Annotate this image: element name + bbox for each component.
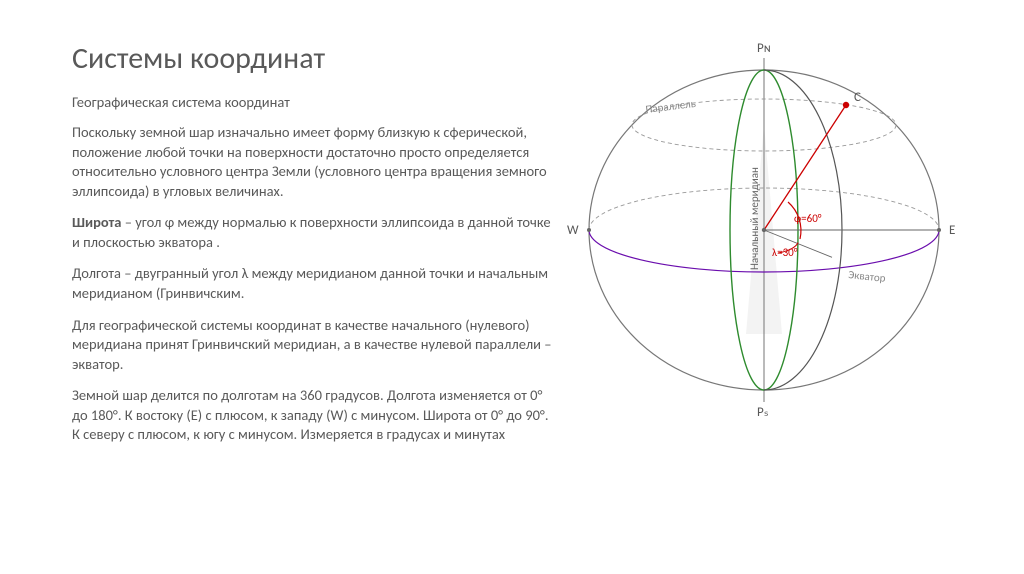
sphere-diagram: Pɴ Pₛ W E C Параллель Экватор Начальный меридиа… — [564, 40, 994, 457]
svg-text:Pɴ: Pɴ — [757, 41, 771, 56]
text-column: Системы координат Географическая система… — [72, 40, 552, 457]
svg-text:Начальный меридиан: Начальный меридиан — [748, 167, 761, 270]
paragraph-4: Для географической системы координат в к… — [72, 316, 552, 375]
paragraph-3: Долгота – двугранный угол λ между мериди… — [72, 264, 552, 303]
paragraph-2: Широта – угол φ между нормалью к поверхн… — [72, 213, 552, 252]
svg-text:W: W — [567, 223, 579, 238]
page-title: Системы координат — [72, 40, 552, 77]
svg-text:Параллель: Параллель — [645, 97, 697, 116]
subtitle: Географическая система координат — [72, 93, 552, 111]
term-latitude: Широта — [72, 213, 121, 231]
svg-text:λ=30°: λ=30° — [772, 246, 798, 259]
svg-text:C: C — [854, 90, 861, 105]
sphere-svg: Pɴ Pₛ W E C Параллель Экватор Начальный меридиа… — [554, 20, 984, 450]
paragraph-5: Земной шар делится по долготам на 360 гр… — [72, 386, 552, 445]
paragraph-1: Поскольку земной шар изначально имеет фо… — [72, 123, 552, 201]
svg-text:E: E — [949, 223, 955, 238]
svg-text:Экватор: Экватор — [848, 268, 887, 285]
paragraph-2-rest: – угол φ между нормалью к поверхности эл… — [72, 213, 551, 251]
svg-text:Pₛ: Pₛ — [757, 405, 769, 420]
svg-text:φ=60°: φ=60° — [794, 212, 822, 225]
